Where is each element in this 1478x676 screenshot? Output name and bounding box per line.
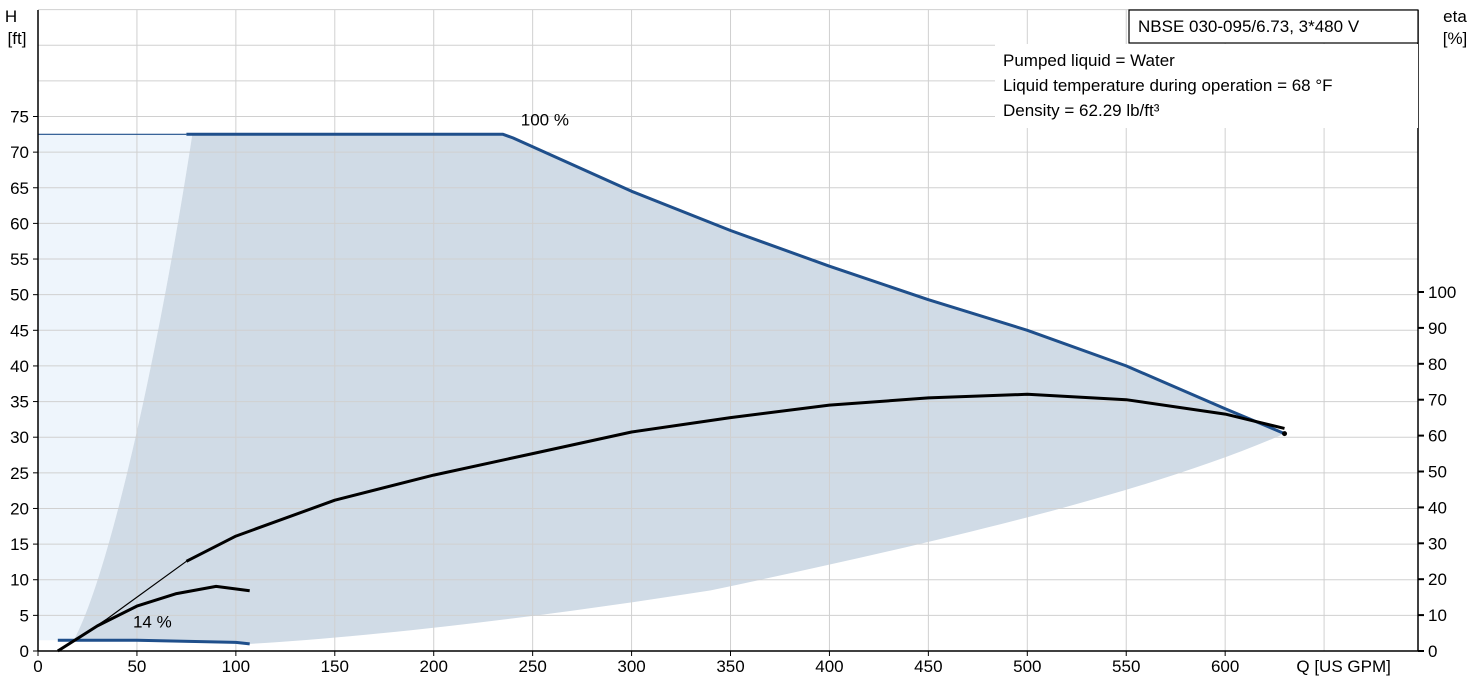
y-tick-label: 10 — [10, 571, 29, 590]
x-tick-label: 200 — [420, 657, 448, 676]
y-tick-label: 25 — [10, 464, 29, 483]
x-tick-label: 600 — [1211, 657, 1239, 676]
head-curve-100 — [186, 132, 1286, 435]
x-tick-label: 450 — [914, 657, 942, 676]
y2-tick-label: 30 — [1428, 534, 1447, 553]
y-tick-label: 30 — [10, 428, 29, 447]
info-line: Density = 62.29 lb/ft³ — [1003, 101, 1160, 120]
y2-axis-label: eta — [1443, 7, 1467, 26]
y-tick-label: 35 — [10, 393, 29, 412]
x-tick-label: 300 — [617, 657, 645, 676]
y-tick-label: 40 — [10, 357, 29, 376]
x-tick-label: 500 — [1013, 657, 1041, 676]
curves — [38, 132, 1288, 653]
y2-tick-label: 70 — [1428, 391, 1447, 410]
y2-tick-label: 10 — [1428, 606, 1447, 625]
x-tick-label: 100 — [222, 657, 250, 676]
y-tick-label: 50 — [10, 286, 29, 305]
y-tick-label: 55 — [10, 250, 29, 269]
curve-end-point — [1282, 431, 1288, 437]
y2-tick-label: 60 — [1428, 427, 1447, 446]
y-tick-label: 65 — [10, 179, 29, 198]
eta-curve-14 — [56, 584, 250, 653]
y-tick-label: 5 — [20, 606, 29, 625]
y-tick-label: 75 — [10, 107, 29, 126]
y-tick-label: 60 — [10, 214, 29, 233]
y-tick-label: 0 — [20, 642, 29, 661]
curve-label-14: 14 % — [133, 612, 172, 631]
y-tick-label: 45 — [10, 321, 29, 340]
labels: 0 50 100 150 200 250 300 350 400 450 500 550 600 Q [U… — [5, 7, 1467, 676]
x-axis-label: Q [US GPM] — [1296, 657, 1390, 676]
curve-label-100: 100 % — [521, 110, 569, 129]
x-tick-label: 400 — [815, 657, 843, 676]
x-tick-label: 550 — [1112, 657, 1140, 676]
y2-tick-label: 50 — [1428, 463, 1447, 482]
info-backdrop — [995, 44, 1418, 128]
y-tick-label: 70 — [10, 143, 29, 162]
operating-range-fill — [73, 134, 1285, 644]
title-box — [1128, 9, 1419, 44]
y-tick-label: 20 — [10, 499, 29, 518]
head-curve-14 — [57, 638, 250, 646]
y2-tick-label: 100 — [1428, 283, 1456, 302]
min-flow-band — [38, 134, 193, 641]
chart-title: NBSE 030-095/6.73, 3*480 V — [1138, 17, 1360, 36]
x-tick-label: 250 — [518, 657, 546, 676]
x-tick-label: 0 — [33, 657, 42, 676]
y-axis-unit: [ft] — [8, 29, 27, 48]
eta-curve-100 — [185, 392, 1285, 563]
y2-tick-label: 0 — [1428, 642, 1437, 661]
y2-tick-label: 20 — [1428, 570, 1447, 589]
x-tick-label: 50 — [127, 657, 146, 676]
x-tick-label: 350 — [716, 657, 744, 676]
y2-tick-label: 40 — [1428, 498, 1447, 517]
y2-tick-label: 80 — [1428, 355, 1447, 374]
y-tick-label: 15 — [10, 535, 29, 554]
y2-tick-label: 90 — [1428, 319, 1447, 338]
info-line: Liquid temperature during operation = 68… — [1003, 76, 1333, 95]
y2-axis-unit: [%] — [1443, 29, 1468, 48]
operating-range — [38, 134, 1285, 644]
info-line: Pumped liquid = Water — [1003, 51, 1175, 70]
y-axis-label: H — [5, 7, 17, 26]
x-tick-label: 150 — [321, 657, 349, 676]
